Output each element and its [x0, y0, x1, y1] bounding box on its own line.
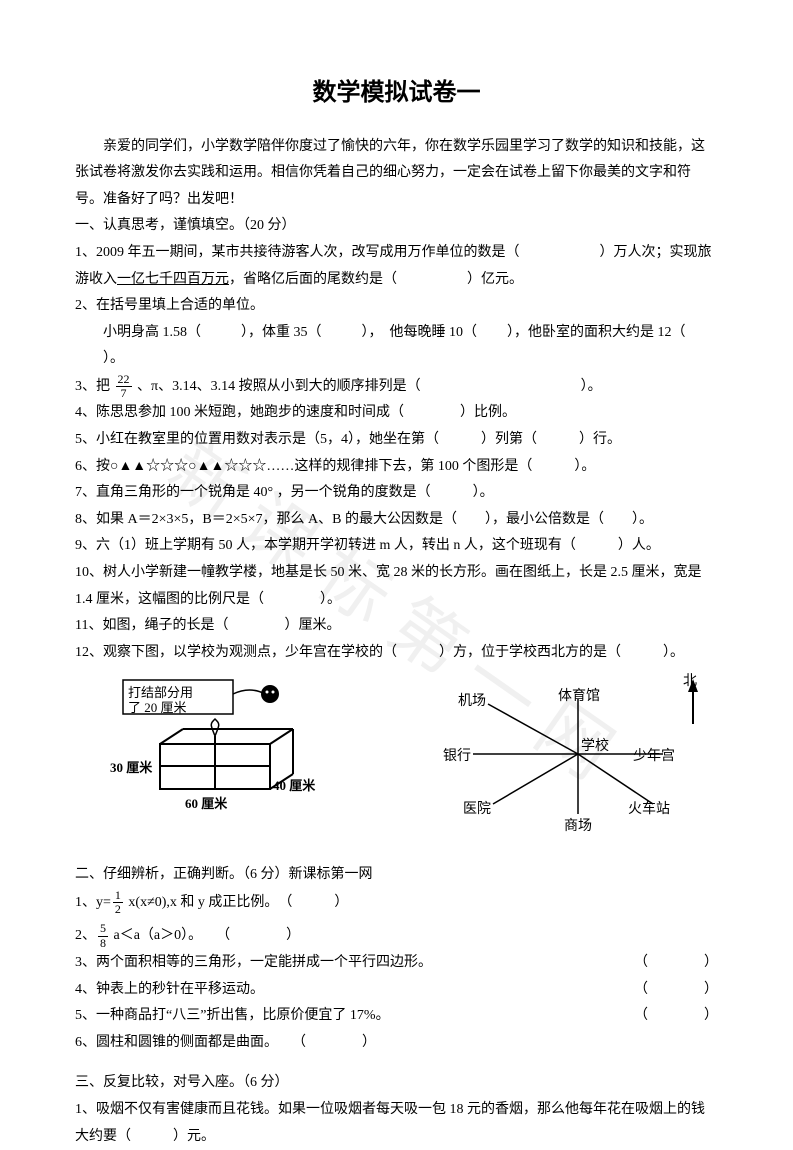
- north-label: 北: [683, 669, 697, 696]
- q11: 11、如图，绳子的长是（ ）厘米。: [75, 613, 718, 640]
- q1: 1、2009 年五一期间，某市共接待游客人次，改写成用万作单位的数是（ ）万人次；…: [75, 240, 718, 267]
- s2q1: 1、y=12 x(x≠0),x 和 y 成正比例。 （ ）: [75, 889, 718, 917]
- s2q2a: 2、: [75, 928, 96, 943]
- s3q1: 1、吸烟不仅有害健康而且花钱。如果一位吸烟者每天吸一包 18 元的香烟，那么他每…: [75, 1097, 718, 1150]
- q2c: ）， 他每晚睡 10（: [362, 325, 478, 340]
- s2q5-text: 5、一种商品打“八三”折出售，比原价便宜了 17%。: [75, 1008, 390, 1023]
- frac-den: 2: [113, 903, 123, 916]
- s2q3: 3、两个面积相等的三角形，一定能拼成一个平行四边形。 （ ）: [75, 950, 718, 977]
- s2q2-frac: 58: [98, 922, 108, 949]
- bank-label: 银行: [443, 744, 471, 771]
- train-label: 火车站: [628, 797, 670, 824]
- s2q1-frac: 12: [113, 889, 123, 916]
- box-figure: 打结部分用 了 20 厘米 30 厘米 60 厘米 40 厘米: [115, 674, 335, 814]
- q10: 10、树人小学新建一幢教学楼，地基是长 50 米、宽 28 米的长方形。画在图纸…: [75, 560, 718, 613]
- gym-label: 体育馆: [558, 684, 600, 711]
- label-30: 30 厘米: [110, 756, 152, 781]
- q5: 5、小红在教室里的位置用数对表示是（5，4），她坐在第（ ）列第（ ）行。: [75, 427, 718, 454]
- q3: 3、把 227 、π、3.14、3.14 按照从小到大的顺序排列是（ ）。: [75, 373, 718, 401]
- s2q1b: x(x≠0),x 和 y 成正比例。 （ ）: [125, 895, 349, 910]
- frac-num: 1: [113, 889, 123, 903]
- q6: 6、按○▲▲☆☆☆○▲▲☆☆☆……这样的规律排下去，第 100 个图形是（ ）。: [75, 454, 718, 481]
- tf-blank[interactable]: （ ）: [634, 1003, 718, 1030]
- bubble-line2: 了 20 厘米: [128, 696, 187, 721]
- q7: 7、直角三角形的一个锐角是 40° ，另一个锐角的度数是（ ）。: [75, 480, 718, 507]
- q1-text-b: ）万人次；实现旅: [600, 245, 712, 260]
- intro-text: 亲爱的同学们，小学数学陪伴你度过了愉快的六年，你在数学乐园里学习了数学的知识和技…: [75, 134, 718, 214]
- label-40: 40 厘米: [273, 774, 315, 799]
- frac-num: 5: [98, 922, 108, 936]
- q1-text-a: 1、2009 年五一期间，某市共接待游客人次，改写成用万作单位的数是（: [75, 245, 520, 260]
- youth-label: 少年宫: [633, 744, 675, 771]
- s2q5: 5、一种商品打“八三”折出售，比原价便宜了 17%。 （ ）: [75, 1003, 718, 1030]
- q2: 2、在括号里填上合适的单位。: [75, 293, 718, 320]
- school-label: 学校: [581, 734, 609, 761]
- q1-text-d: ，省略亿后面的尾数约是（: [229, 272, 397, 287]
- s2q6: 6、圆柱和圆锥的侧面都是曲面。 （ ）: [75, 1030, 718, 1057]
- page-title: 数学模拟试卷一: [75, 70, 718, 116]
- map-figure: 北 机场 体育馆 银行 学校 少年宫 医院 商场 火车站: [418, 674, 718, 844]
- q3c: ）。: [581, 379, 602, 394]
- q3a: 3、把: [75, 379, 110, 394]
- q1-line2: 游收入一亿七千四百万元，省略亿后面的尾数约是（ ）亿元。: [75, 267, 718, 294]
- q1-text-c: 游收入: [75, 272, 117, 287]
- tf-blank[interactable]: （ ）: [634, 977, 718, 1004]
- s2q4: 4、钟表上的秒针在平移运动。 （ ）: [75, 977, 718, 1004]
- hospital-label: 医院: [463, 797, 491, 824]
- s2q2b: a＜a（a＞0）。 （ ）: [110, 928, 300, 943]
- q2d: ），他卧室的面积大约是 12（: [507, 325, 686, 340]
- q3-fraction: 227: [116, 373, 132, 400]
- section3-heading: 三、反复比较，对号入座。（6 分）: [75, 1070, 718, 1097]
- frac-den: 7: [116, 387, 132, 400]
- section1-heading: 一、认真思考，谨慎填空。（20 分）: [75, 213, 718, 240]
- s2q3-text: 3、两个面积相等的三角形，一定能拼成一个平行四边形。: [75, 955, 432, 970]
- s2q4-text: 4、钟表上的秒针在平移运动。: [75, 982, 264, 997]
- section2-heading: 二、仔细辨析，正确判断。（6 分）新课标第一网: [75, 862, 718, 889]
- q2a: 小明身高 1.58（: [103, 325, 201, 340]
- q12: 12、观察下图，以学校为观测点，少年宫在学校的（ ）方，位于学校西北方的是（ ）…: [75, 640, 718, 667]
- q8: 8、如果 A＝2×3×5，B＝2×5×7，那么 A、B 的最大公因数是（ ），最…: [75, 507, 718, 534]
- q3b: 、π、3.14、3.14 按照从小到大的顺序排列是（: [137, 379, 421, 394]
- mall-label: 商场: [564, 814, 592, 841]
- airport-label: 机场: [458, 689, 486, 716]
- q2b: ），体重 35（: [241, 325, 322, 340]
- frac-den: 8: [98, 937, 108, 950]
- q2e: ）。: [103, 351, 124, 366]
- q1-underline: 一亿七千四百万元: [117, 272, 229, 287]
- label-60: 60 厘米: [185, 792, 227, 817]
- s2q2: 2、58 a＜a（a＞0）。 （ ）: [75, 922, 718, 950]
- q1-text-e: ）亿元。: [467, 272, 523, 287]
- q4: 4、陈思思参加 100 米短跑，她跑步的速度和时间成（ ）比例。: [75, 400, 718, 427]
- q9: 9、六（1）班上学期有 50 人，本学期开学初转进 m 人，转出 n 人，这个班…: [75, 533, 718, 560]
- tf-blank[interactable]: （ ）: [634, 950, 718, 977]
- frac-num: 22: [116, 373, 132, 387]
- q2-fill: 小明身高 1.58（ ），体重 35（ ）， 他每晚睡 10（ ），他卧室的面积大约是…: [75, 320, 718, 373]
- s2q1a: 1、y=: [75, 895, 111, 910]
